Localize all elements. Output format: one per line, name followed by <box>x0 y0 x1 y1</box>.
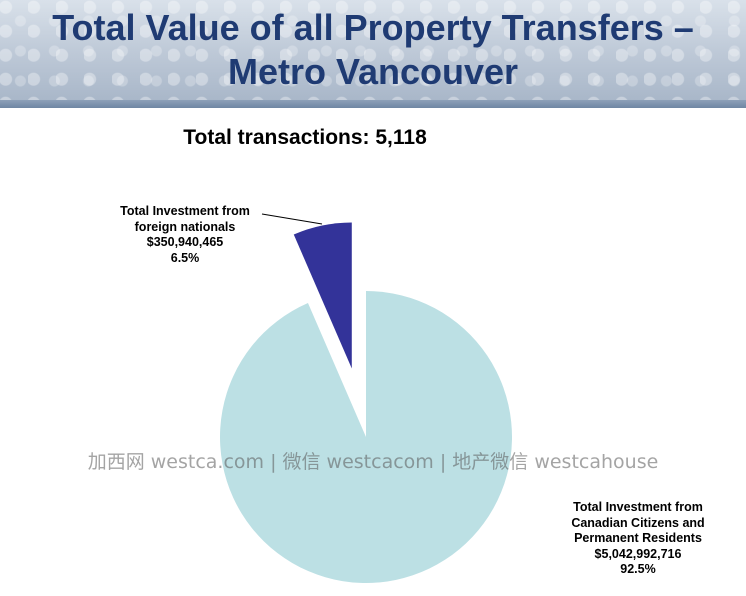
pie-slice-canadian <box>219 291 512 583</box>
title-line-1: Total Value of all Property Transfers – <box>52 7 694 48</box>
label-foreign-line-1: Total Investment from <box>120 204 250 218</box>
header-banner <box>0 0 746 100</box>
pie-slice-foreign <box>293 222 352 369</box>
value-foreign: $350,940,465 <box>146 235 224 249</box>
label-canadian: Total Investment from Canadian Citizens … <box>553 500 723 578</box>
watermark: 加西网 westca.com | 微信 westcacom | 地产微信 wes… <box>87 451 659 473</box>
label-foreign-line-2: foreign nationals <box>134 219 236 234</box>
label-canadian-line-1: Total Investment from <box>573 500 703 514</box>
label-canadian-line-3: Permanent Residents <box>574 531 702 545</box>
header-divider <box>0 100 746 108</box>
total-transactions: Total transactions: 5,118 <box>183 126 427 149</box>
percent-foreign: 6.5% <box>170 250 200 265</box>
leader-line-foreign <box>261 213 323 225</box>
percent-canadian: 92.5% <box>620 562 656 576</box>
label-canadian-line-2: Canadian Citizens and <box>571 515 705 530</box>
value-canadian: $5,042,992,716 <box>594 546 682 561</box>
slide-title: Total Value of all Property Transfers – … <box>0 6 746 94</box>
label-foreign: Total Investment from foreign nationals … <box>100 204 270 266</box>
title-line-2: Metro Vancouver <box>227 51 519 92</box>
